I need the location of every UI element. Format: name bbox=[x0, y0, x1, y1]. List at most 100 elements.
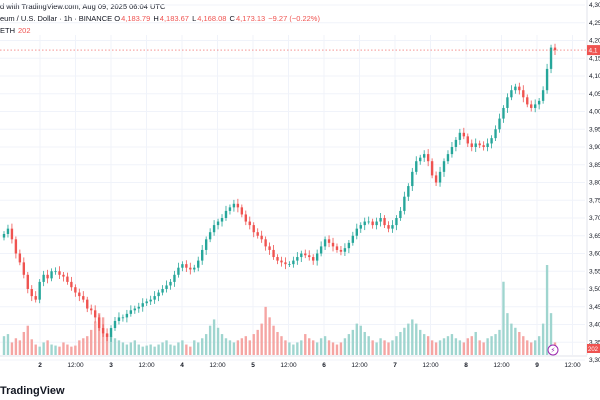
candle-body bbox=[268, 246, 271, 250]
x-tick-label: 7 bbox=[393, 362, 397, 369]
volume-bar bbox=[391, 340, 394, 355]
candle-body bbox=[54, 271, 57, 273]
candle-body bbox=[212, 225, 216, 233]
last-price-label: 4,1 bbox=[589, 48, 598, 55]
candle-body bbox=[66, 276, 69, 282]
volume-bar bbox=[224, 338, 228, 355]
candle-body bbox=[478, 143, 481, 146]
candle-body bbox=[177, 267, 180, 275]
symbol-ohlc-line: eum / U.S. Dollar · 1h · BINANCE O4,183.… bbox=[0, 14, 321, 23]
volume-bar bbox=[133, 340, 137, 355]
candle-body bbox=[434, 175, 438, 183]
candle-body bbox=[74, 287, 77, 293]
candle-body bbox=[240, 207, 244, 215]
candle-body bbox=[379, 218, 382, 222]
candle-body bbox=[129, 310, 133, 314]
volume-bar bbox=[82, 338, 85, 355]
volume-bar bbox=[502, 281, 505, 355]
volume-bar bbox=[197, 342, 200, 355]
volume-bar bbox=[343, 338, 347, 355]
candle-body bbox=[343, 248, 347, 252]
volume-bar bbox=[514, 327, 517, 355]
candle-body bbox=[22, 262, 26, 275]
candle-body bbox=[42, 274, 45, 282]
tradingview-logo: TradingView bbox=[0, 385, 65, 397]
volume-bar bbox=[105, 334, 109, 355]
candle-body bbox=[280, 260, 283, 263]
candle-body bbox=[93, 310, 97, 318]
candle-body bbox=[50, 271, 53, 279]
attribution-text: d with TradingView.com, Aug 09, 2025 06:… bbox=[0, 2, 166, 11]
candle-body bbox=[395, 218, 398, 226]
candle-body bbox=[284, 262, 287, 265]
volume-bar bbox=[296, 342, 299, 355]
candle-body bbox=[101, 328, 105, 334]
volume-bar bbox=[38, 346, 41, 355]
last-price-tag bbox=[587, 45, 600, 56]
volume-bar bbox=[300, 340, 303, 355]
candle-body bbox=[18, 253, 22, 263]
volume-bar bbox=[236, 340, 240, 355]
x-tick-label: 12:00 bbox=[280, 362, 297, 369]
volume-bar bbox=[260, 323, 263, 355]
candle-body bbox=[292, 260, 295, 265]
candle-body bbox=[189, 267, 192, 270]
volume-bar bbox=[383, 340, 386, 355]
candle-body bbox=[14, 239, 18, 254]
volume-bar bbox=[304, 334, 307, 355]
volume-bar bbox=[411, 319, 414, 355]
volume-bar bbox=[442, 338, 446, 355]
candle-body bbox=[367, 221, 370, 223]
candle-body bbox=[252, 225, 255, 233]
y-tick-label: 3,40 bbox=[589, 322, 600, 329]
x-tick-label: 3 bbox=[109, 362, 113, 369]
volume-bar bbox=[177, 342, 180, 355]
candle-body bbox=[347, 242, 351, 249]
candle-body bbox=[526, 97, 529, 105]
volume-bar bbox=[141, 346, 144, 355]
candle-body bbox=[185, 264, 188, 268]
candle-body bbox=[438, 171, 442, 183]
candle-body bbox=[498, 118, 501, 130]
volume-bar bbox=[193, 340, 196, 355]
volume-bar bbox=[153, 346, 156, 355]
candle-body bbox=[34, 296, 37, 300]
y-tick-label: 3,95 bbox=[589, 126, 600, 133]
y-tick-label: 3,65 bbox=[589, 233, 600, 240]
volume-bar bbox=[545, 265, 549, 355]
volume-bar bbox=[30, 339, 33, 355]
volume-bar bbox=[70, 346, 73, 355]
candle-body bbox=[10, 228, 14, 240]
candle-body bbox=[339, 249, 343, 252]
y-tick-label: 4,15 bbox=[589, 55, 600, 62]
candle-body bbox=[296, 257, 299, 261]
candle-body bbox=[371, 221, 374, 226]
volume-bar bbox=[474, 331, 477, 355]
volume-bar bbox=[204, 334, 208, 355]
candle-body bbox=[224, 210, 228, 218]
candle-body bbox=[426, 154, 430, 162]
volume-bar bbox=[50, 344, 53, 355]
candle-body bbox=[6, 228, 10, 234]
candle-body bbox=[474, 143, 477, 147]
candle-body bbox=[288, 264, 291, 265]
lightning-glyph: ⚡ bbox=[551, 347, 556, 355]
volume-bar bbox=[486, 338, 489, 355]
x-tick-label: 12:00 bbox=[564, 362, 581, 369]
volume-bar bbox=[185, 344, 188, 355]
x-tick-label: 6 bbox=[322, 362, 326, 369]
candle-body bbox=[264, 239, 267, 247]
volume-bar bbox=[339, 342, 343, 355]
candle-body bbox=[363, 221, 366, 226]
volume-bar bbox=[438, 340, 442, 355]
candle-body bbox=[541, 90, 545, 101]
volume-bar bbox=[371, 340, 374, 355]
volume-bar bbox=[117, 340, 121, 355]
volume-bar bbox=[387, 342, 390, 355]
candle-body bbox=[545, 68, 549, 91]
volume-bar bbox=[335, 344, 339, 355]
candle-body bbox=[319, 246, 323, 254]
volume-bar bbox=[62, 342, 65, 355]
candle-body bbox=[327, 239, 331, 243]
